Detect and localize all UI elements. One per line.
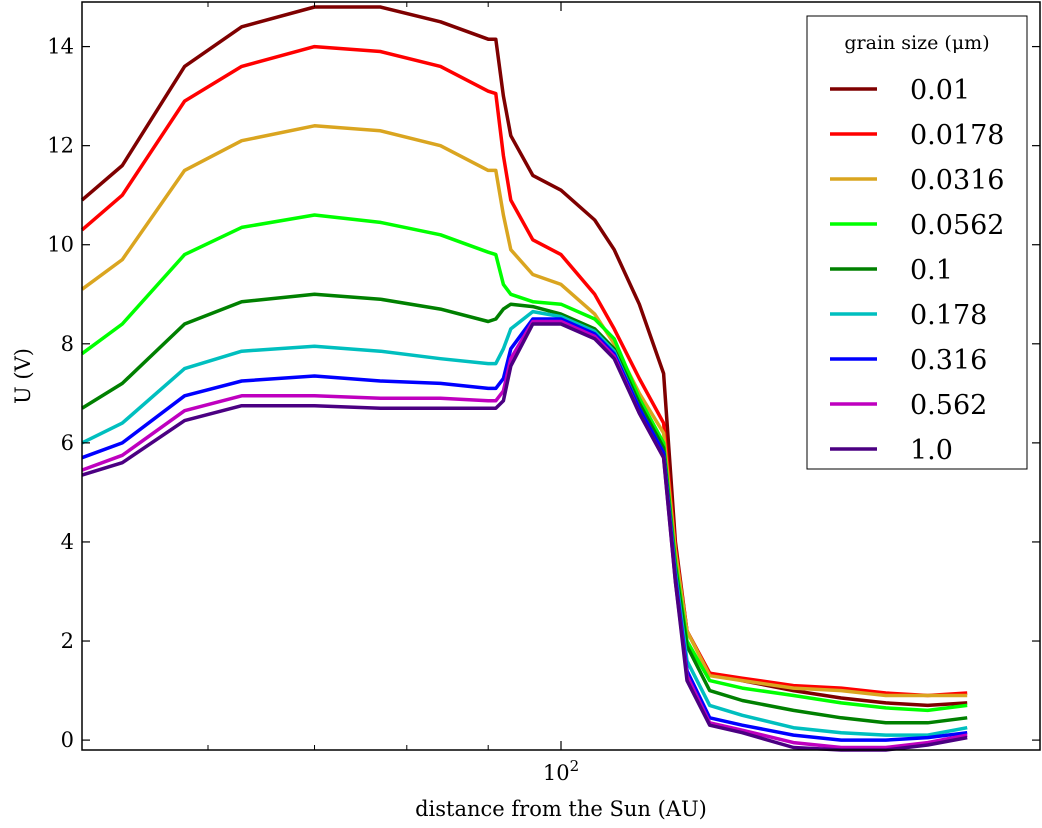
legend-label-5: 0.178	[910, 300, 987, 331]
series-line-8	[81, 322, 968, 752]
y-axis-label: U (V)	[11, 348, 35, 404]
y-tick-label: 0	[61, 728, 74, 752]
series-line-0	[80, 5, 968, 708]
legend-title: grain size (μm)	[844, 32, 989, 54]
y-tick-label: 10	[47, 233, 74, 257]
legend-label-0: 0.01	[910, 75, 970, 106]
legend-box	[806, 15, 1028, 470]
series-line-1	[80, 44, 968, 698]
series-line-3	[80, 213, 968, 713]
legend-label-7: 0.562	[910, 390, 987, 421]
y-tick-label: 12	[47, 134, 74, 158]
series-line-6	[81, 317, 968, 742]
legend-label-6: 0.316	[910, 345, 987, 376]
ticks-layer: 0 2 4 6 8 10 12 14 102	[47, 2, 1040, 785]
x-tick-label: 102	[543, 757, 579, 785]
legend-label-8: 1.0	[910, 435, 953, 466]
legend: grain size (μm) 0.01 0.0178 0.0316 0.0562 0.…	[806, 15, 1028, 470]
y-tick-label: 2	[61, 629, 74, 653]
series-line-5	[81, 309, 968, 737]
y-tick-label: 8	[61, 332, 74, 356]
series-line-4	[81, 292, 968, 725]
y-tick-label: 6	[61, 431, 74, 455]
legend-label-3: 0.0562	[910, 210, 1004, 241]
legend-label-1: 0.0178	[910, 120, 1004, 151]
series-line-2	[80, 124, 968, 698]
legend-label-2: 0.0316	[910, 165, 1004, 196]
series-line-7	[81, 319, 968, 750]
legend-label-4: 0.1	[910, 255, 953, 286]
series-layer	[80, 5, 968, 752]
x-axis-label: distance from the Sun (AU)	[415, 797, 707, 821]
y-tick-label: 14	[47, 35, 74, 59]
y-tick-label: 4	[61, 530, 74, 554]
